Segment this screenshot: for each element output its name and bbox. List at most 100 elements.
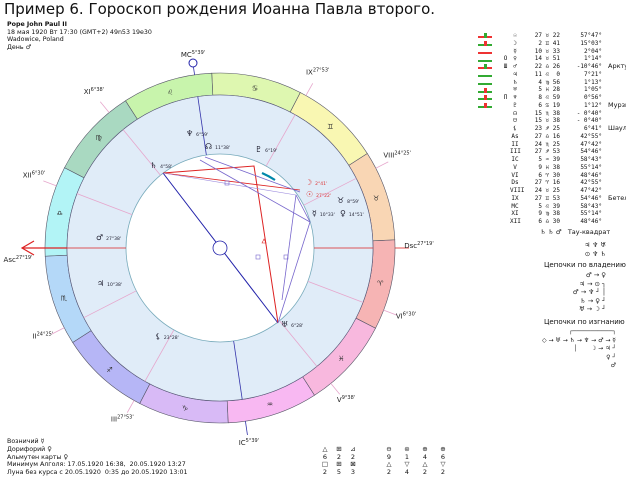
table-cell-pos: 23 ♐ 25 [534,125,560,132]
house-cusp-line [279,320,318,367]
stat-sym1: ⊕ [422,445,428,453]
table-cell-pos: 8 ♌ 59 [538,94,560,101]
table-cell-g: MC [511,202,519,210]
table-row: ☊ 15 ♏ 38 - 0°40° [478,110,626,118]
stat-val1: 6 [322,452,328,461]
house-cusp-line [122,129,161,176]
element-stats: △ ⊞ ⊿ 6 2 2 □ ⊞ ⊠ 2 5 3 [318,445,360,476]
planet-degree: 10°33' [320,212,335,218]
own-chains-title: Цепочки по владению [544,261,626,269]
house-cusp-label: II24°25' [32,332,53,341]
table-cell-pos: 4 ♍ 56 [538,78,560,86]
planet-degree: 10°38' [107,282,122,288]
planet-glyph: ♂ [96,233,103,242]
planet-label: ♄ 4°58' [150,161,172,170]
house-cusp-line [197,96,207,156]
planet-glyph: ☊ [205,142,212,151]
table-cell-v: 15°03° [580,39,602,47]
house-cusp-label: VI6°30' [396,312,416,321]
strength-bar [478,150,498,155]
planet-label: ♉ 8°59' [337,196,359,205]
table-cell-v: 58°43° [580,202,602,210]
sign-glyph: ♏ [61,294,68,302]
strength-bar [478,64,498,70]
strength-bar [478,188,498,193]
tau-square: ♄ ♄ ♂ Тау-квадрат [540,228,610,236]
table-cell-pos: 15 ♉ 38 [534,117,560,125]
cusp-name: XI [84,88,91,96]
sign-glyph: ♌ [167,88,173,96]
cusp-degree: 6°30' [32,170,45,176]
table-cell-g: ♂ [513,63,517,70]
table-cell-v: 1°12° [583,101,602,109]
text-line: ♀ ┘ [606,353,616,361]
table-cell-g: ☊ [513,109,517,117]
table-row: ♄ 4 ♍ 56 1°13° [478,79,626,87]
table-row: ☉ 27 ♉ 22 57°47° [478,32,626,40]
table-cell-g: ☋ [513,117,517,125]
house-cusp-label: VIII24°25' [383,150,411,159]
stat-sym2: ⊠ [350,460,356,468]
table-row: VI 6 ♈ 30 48°46° [478,172,626,180]
table-cell-g: ☽ [513,39,517,47]
cusp-name: VI [396,313,403,321]
stat-val1: 2 [350,452,356,461]
table-cell-pos: 27 ♐ 53 [534,148,560,156]
table-row: II 24 ♏ 25 47°42° [478,141,626,149]
stat-sym1: ⊜ [404,445,410,453]
table-cell-note: Шаула [608,124,626,132]
table-cell-pos: 24 ♉ 25 [534,187,560,194]
house-cusp-label: XI6°38' [84,87,104,96]
cusp-name: VIII [383,151,394,159]
table-cell-v: 1°14° [583,55,602,63]
sign-glyph: ♒ [267,401,273,409]
sign-glyph: ♈ [377,279,384,287]
strength-bar [478,57,498,62]
text-line: ◇ → ♅ → ♄ → ♆ → ♂ → ☿ [541,336,616,344]
table-cell-pos: 5 ♒ 39 [538,156,560,163]
house-cusp-label: XII6°30' [23,170,45,179]
table-cell-v: 48°46° [580,171,602,179]
text-line: Дорифорий ♀ [7,445,52,453]
text-line: ♅ → ☽ ┘ [578,305,606,313]
table-cell-pos: 6 ♎ 30 [538,218,560,225]
table-cell-v: 47°42° [580,187,602,194]
planet-degree: 6°28' [291,323,303,329]
strength-bar [478,219,498,224]
cusp-degree: 5°39' [246,438,259,444]
planet-glyph: ♅ [281,320,288,329]
stat-sym2: △ [422,460,428,468]
sign-glyph: ♓ [338,355,344,363]
stat-sym1: ⊿ [350,445,356,453]
table-cell-pos: 22 ♎ 26 [534,63,560,70]
strength-bar [478,87,498,93]
planet-glyph: ♀ [340,209,346,218]
table-cell-pos: 2 ♊ 41 [538,39,560,47]
table-cell-v: -10°46° [576,63,602,70]
config-line: ⊙ ♆ ♄ [584,250,606,258]
house-cusp-tick [383,309,397,316]
strength-bar [478,33,498,39]
house-cusp-label: V9°38' [337,395,355,404]
table-cell-v: 2°04° [583,47,602,55]
tau-glyphs: ♄ ♄ ♂ [540,228,562,236]
table-row: V 9 ♓ 38 55°14° [478,164,626,172]
sign-glyph: ♊ [327,123,333,131]
table-row: ⚸ 23 ♐ 25 6°41° Шаула [478,124,626,133]
stat-val2: 4 [404,467,410,476]
strength-bar [478,80,498,85]
table-cell-v: 42°55° [580,179,602,187]
stat-sym2: □ [321,460,329,468]
table-cell-g: ⚸ [512,125,518,132]
table-cell-v: 55°14° [580,163,602,171]
planet-degree: 27°38' [106,236,121,242]
table-cell-g: XI [511,210,519,218]
house-cusp-tick [330,383,341,395]
planet-glyph: ⚸ [155,332,161,341]
text-line: ♄ → ♀ ┘ [579,296,606,305]
house-cusp-tick [43,180,57,187]
cusp-name: Asc [4,256,16,264]
stat-sym1: △ [322,445,328,453]
table-cell-v: 42°55° [580,132,602,140]
table-row: VIII 24 ♉ 25 47°42° [478,187,626,195]
